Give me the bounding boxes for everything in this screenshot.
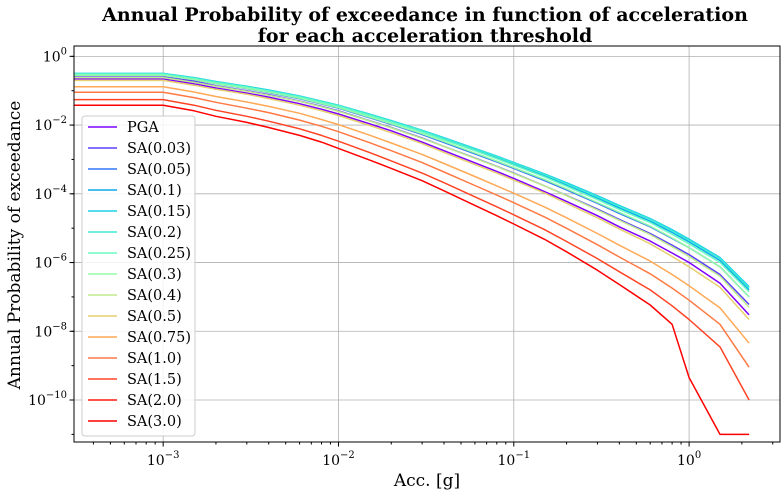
series-line-sa-1-0 <box>74 91 750 368</box>
legend-label: SA(0.1) <box>127 183 182 199</box>
legend-label: PGA <box>127 120 159 136</box>
axis-ticks: 10−3 10−2 10−1 100 100 10−2 10−4 10−6 10−8 10−10 <box>28 46 774 469</box>
legend-label: SA(0.3) <box>127 267 182 283</box>
x-tick-label: 10−3 <box>147 450 180 469</box>
legend-label: SA(0.15) <box>127 204 191 220</box>
legend-box <box>81 115 196 437</box>
series-line-sa-0-75 <box>74 86 750 344</box>
series-line-sa-2-0 <box>74 104 750 436</box>
series-line-sa-1-5 <box>74 98 750 401</box>
legend-label: SA(0.5) <box>127 309 182 325</box>
x-tick-label: 10−2 <box>322 450 355 469</box>
series-line-sa-0-5 <box>74 79 750 321</box>
legend-label: SA(0.25) <box>127 246 191 262</box>
series-line-pga <box>74 78 750 316</box>
legend-label: SA(3.0) <box>127 414 182 430</box>
legend-label: SA(2.0) <box>127 393 182 409</box>
plot-series <box>74 72 750 436</box>
chart-title-line1: Annual Probability of exceedance in func… <box>101 4 748 26</box>
y-tick-label: 10−6 <box>34 253 67 272</box>
legend-label: SA(1.5) <box>127 372 182 388</box>
legend-label: SA(0.4) <box>127 288 182 304</box>
legend-label: SA(0.03) <box>127 141 191 157</box>
y-tick-label: 10−2 <box>34 115 67 134</box>
chart-title-line2: for each acceleration threshold <box>258 25 593 47</box>
series-line-sa-0-4 <box>74 76 750 308</box>
y-axis-label: Annual Probability of exceedance <box>5 101 25 391</box>
y-tick-label: 100 <box>43 46 67 65</box>
y-tick-label: 10−10 <box>28 390 67 409</box>
legend: PGA SA(0.03) SA(0.05) SA(0.1) SA(0.15) SA(0.2… <box>81 115 196 437</box>
x-tick-label: 100 <box>677 450 701 469</box>
plot-frame <box>73 45 781 443</box>
y-tick-label: 10−8 <box>34 321 67 340</box>
legend-label: SA(0.2) <box>127 225 182 241</box>
x-axis-label: Acc. [g] <box>393 471 460 491</box>
x-tick-label: 10−1 <box>498 450 531 469</box>
y-tick-label: 10−4 <box>34 184 67 203</box>
legend-label: SA(1.0) <box>127 351 182 367</box>
legend-label: SA(0.75) <box>127 330 191 346</box>
series-line-sa-0-25 <box>74 73 750 293</box>
series-line-sa-0-3 <box>74 74 750 298</box>
legend-label: SA(0.05) <box>127 162 191 178</box>
